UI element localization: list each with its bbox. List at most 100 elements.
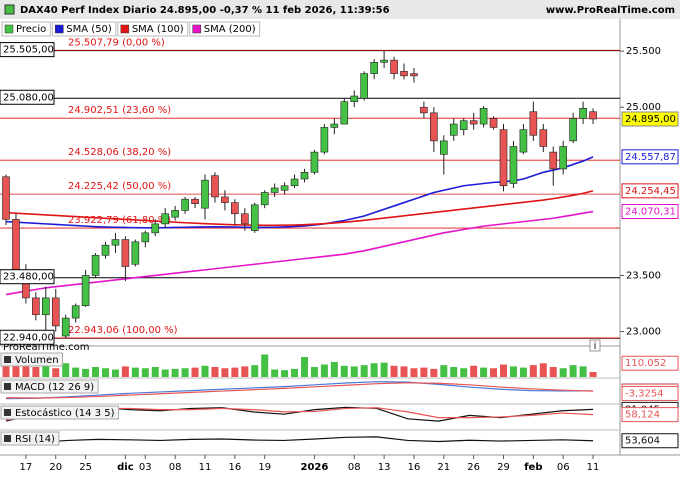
x-tick-label: 20 — [49, 462, 62, 473]
volume-bar — [410, 368, 418, 377]
legend-label: Precio — [16, 24, 46, 35]
volume-bar — [102, 368, 109, 377]
volume-bar — [62, 363, 70, 377]
candle-body — [559, 146, 568, 170]
volume-bar — [460, 368, 468, 377]
volume-bar — [92, 367, 100, 377]
legend-item-box — [117, 21, 189, 37]
candle-body — [290, 178, 299, 187]
price-marker-label: -3,3254 — [625, 388, 664, 399]
level-box — [0, 89, 55, 105]
indicator-line — [5, 382, 594, 399]
candle-body — [499, 129, 508, 187]
y-tick-label: 23.000 — [626, 327, 661, 338]
volume-bar — [440, 365, 448, 377]
candle-body — [360, 73, 369, 99]
x-tick-label: 29 — [497, 462, 510, 473]
fibonacci-label: 22.943,06 (100,00 %) — [68, 325, 178, 336]
volume-bar — [251, 365, 259, 377]
x-tick-label: 08 — [169, 462, 182, 473]
fibonacci-label: 24.902,51 (23,60 %) — [68, 105, 171, 116]
price-marker-box — [621, 433, 679, 449]
volume-bar — [22, 365, 30, 377]
volume-bar — [529, 365, 537, 377]
legend-swatch — [192, 24, 201, 34]
candle-body — [569, 118, 577, 142]
candle-body — [589, 111, 597, 120]
price-marker-label: 53,604 — [625, 436, 660, 447]
volume-bar — [52, 368, 60, 377]
candle-body — [320, 127, 329, 153]
header-site: www.ProRealTime.com — [546, 5, 675, 16]
legend-item-box — [51, 21, 117, 37]
x-tick-label: 17 — [20, 462, 33, 473]
panel-title: MACD (12 26 9) — [15, 382, 94, 393]
candle-body — [111, 239, 120, 246]
candle-body — [410, 73, 418, 77]
candle-body — [12, 219, 20, 271]
candle-body — [201, 179, 209, 209]
price-marker-box — [621, 183, 679, 199]
panel-title: Estocástico (14 3 5) — [15, 407, 115, 419]
info-icon[interactable] — [589, 339, 601, 352]
legend-label: SMA (100) — [132, 24, 184, 35]
volume-bar — [141, 368, 149, 377]
candle-body — [529, 111, 538, 136]
volume-bar — [549, 367, 557, 377]
price-marker-label: 24.895,00 — [625, 114, 676, 125]
x-tick-label: 2026 — [301, 462, 329, 473]
volume-bar — [450, 367, 458, 377]
candle-body — [310, 151, 319, 173]
x-tick-label: feb — [524, 462, 542, 473]
candle-body — [32, 297, 40, 316]
header-bar — [0, 0, 680, 19]
candle-body — [61, 317, 70, 337]
legend-swatch — [120, 24, 130, 34]
header-icon — [4, 4, 15, 15]
price-marker-label: 24.254,45 — [625, 186, 676, 197]
candle-body — [250, 204, 259, 231]
candle-body — [151, 223, 160, 234]
candle-body — [340, 101, 349, 125]
source: ProRealTime.com — [3, 342, 89, 353]
candle-body — [141, 232, 150, 243]
candle-body — [420, 106, 428, 114]
level-label: 25.080,00 — [3, 92, 54, 103]
panel-title-box — [0, 352, 64, 367]
volume-bar — [271, 369, 279, 377]
volume-bar — [281, 370, 289, 377]
price-marker-box — [621, 355, 679, 371]
price-marker-label: 24.557,87 — [625, 152, 676, 163]
x-tick-label: 26 — [467, 462, 480, 473]
legend-swatch — [55, 24, 64, 34]
volume-bar — [340, 365, 348, 377]
volume-bar — [171, 368, 179, 377]
volume-bar — [301, 357, 308, 377]
fibonacci-label: 25.507,79 (0,00 %) — [68, 37, 165, 48]
legend-item-box — [189, 21, 261, 37]
candle-body — [71, 305, 80, 319]
fibonacci-label: 23.922,79 (61,80 %) — [68, 215, 171, 226]
level-box — [0, 42, 55, 58]
info-icon-text: i — [594, 341, 597, 352]
volume-bar — [241, 366, 249, 377]
candle-body — [181, 198, 189, 211]
price-marker-box — [621, 111, 679, 127]
price-marker-box — [621, 149, 679, 165]
level-label: 23.480,00 — [3, 272, 54, 283]
sma-line — [5, 156, 594, 229]
candle-body — [400, 71, 408, 77]
header-title: DAX40 Perf Index Diario 24.895,00 -0,37 … — [20, 5, 390, 16]
volume-bar — [470, 365, 478, 377]
candle-body — [221, 196, 229, 203]
volume-bar — [569, 365, 577, 377]
volume-bar — [519, 367, 527, 377]
panel-title-icon — [4, 383, 11, 390]
x-tick-label: 08 — [348, 462, 361, 473]
volume-bar — [380, 362, 388, 377]
candle-body — [539, 129, 548, 147]
volume-bar — [579, 366, 587, 377]
volume-bar — [539, 363, 547, 377]
indicator-line — [5, 436, 594, 446]
x-tick-label: 19 — [258, 462, 271, 473]
